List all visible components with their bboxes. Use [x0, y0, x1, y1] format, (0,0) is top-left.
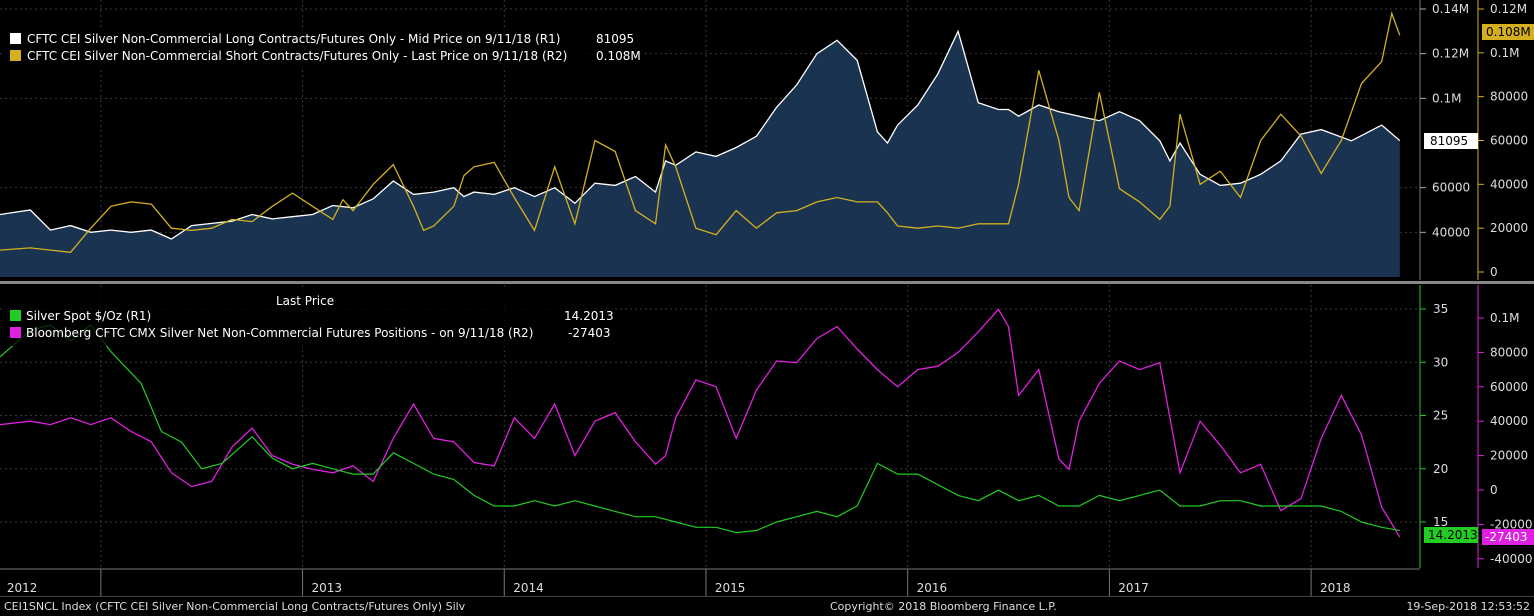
top-axis-r1: 0.14M 0.12M 0.1M 60000 40000 — [1420, 2, 1470, 239]
top-r1-label: 0.12M — [1432, 47, 1469, 61]
bottom-r1-label: 25 — [1433, 409, 1448, 423]
legend-value-silver: 14.2013 — [564, 309, 614, 323]
badge-short-text: 0.108M — [1486, 25, 1531, 39]
footer-copyright: Copyright© 2018 Bloomberg Finance L.P. — [830, 600, 1057, 613]
bottom-r2-label: 40000 — [1490, 414, 1528, 428]
bottom-r2-label: 60000 — [1490, 380, 1528, 394]
top-r1-label: 0.14M — [1432, 2, 1469, 16]
top-r1-label: 60000 — [1432, 181, 1470, 195]
legend-swatch-long — [10, 33, 21, 44]
legend-value-short: 0.108M — [596, 49, 641, 63]
x-tick-label-2018: 2018 — [1320, 581, 1351, 595]
footer-bar: CEI1SNCL Index (CFTC CEI Silver Non-Comm… — [0, 596, 1534, 616]
top-r2-label: 0 — [1490, 265, 1498, 279]
legend-swatch-short — [10, 50, 21, 61]
bottom-series-group — [0, 308, 1401, 538]
bottom-r2-label: 0.1M — [1490, 311, 1519, 325]
bottom-axis-r1: 35 30 25 20 15 — [1420, 302, 1448, 529]
badge-short: 0.108M — [1482, 24, 1534, 40]
bottom-r2-label: -40000 — [1490, 552, 1533, 566]
footer-timestamp: 19-Sep-2018 12:53:52 — [1406, 600, 1530, 613]
top-axis-r2: 0.12M 0.1M 80000 60000 40000 20000 0 — [1478, 2, 1528, 279]
bottom-r2-label: 0 — [1490, 483, 1498, 497]
bottom-r2-label: -20000 — [1490, 517, 1533, 531]
bottom-r1-label: 35 — [1433, 302, 1448, 316]
bottom-legend-header: Last Price — [276, 294, 334, 308]
legend-label-short: CFTC CEI Silver Non-Commercial Short Con… — [27, 49, 567, 63]
long-line — [0, 29, 1401, 240]
bottom-legend-bg — [2, 288, 614, 346]
badge-silver: 14.2013 — [1424, 527, 1478, 543]
badge-long-text: 81095 — [1430, 134, 1468, 148]
badge-net-text: -27403 — [1485, 530, 1528, 544]
bottom-axis-r2: 0.1M 80000 60000 40000 20000 0 -20000 -40000 — [1478, 311, 1533, 566]
top-panel: 0.14M 0.12M 0.1M 60000 40000 0.12M 0.1M 80000 6… — [0, 0, 1534, 280]
bottom-legend: Last Price Silver Spot $/Oz (R1) 14.2013… — [2, 288, 614, 346]
x-axis-ticks: 2012 2013 2014 2015 2016 2017 2018 — [7, 569, 1351, 596]
x-tick-label-2016: 2016 — [917, 581, 948, 595]
bottom-r1-label: 20 — [1433, 462, 1448, 476]
x-tick-label-2017: 2017 — [1118, 581, 1149, 595]
legend-value-net: -27403 — [568, 326, 611, 340]
top-r2-label: 0.12M — [1490, 2, 1527, 16]
legend-swatch-silver — [10, 310, 21, 321]
top-r1-label: 40000 — [1432, 225, 1470, 239]
legend-value-long: 81095 — [596, 32, 634, 46]
top-r2-label: 40000 — [1490, 177, 1528, 191]
bottom-r2-label: 80000 — [1490, 345, 1528, 359]
x-tick-label-2014: 2014 — [513, 581, 544, 595]
top-r2-label: 60000 — [1490, 134, 1528, 148]
legend-label-net: Bloomberg CFTC CMX Silver Net Non-Commer… — [26, 326, 533, 340]
top-r2-label: 0.1M — [1490, 46, 1519, 60]
short-line — [0, 11, 1401, 253]
panel-separator[interactable] — [0, 281, 1534, 284]
chart-canvas: 0.14M 0.12M 0.1M 60000 40000 0.12M 0.1M 80000 6… — [0, 0, 1534, 596]
footer-left-text: CEI1SNCL Index (CFTC CEI Silver Non-Comm… — [4, 600, 466, 613]
bottom-r1-label: 30 — [1433, 355, 1448, 369]
top-legend-bg — [2, 27, 642, 67]
x-tick-label-2013: 2013 — [311, 581, 342, 595]
silver-spot-line — [0, 324, 1400, 534]
long-area — [0, 31, 1400, 277]
net-positions-line — [0, 308, 1401, 538]
top-r2-label: 20000 — [1490, 221, 1528, 235]
x-tick-label-2015: 2015 — [715, 581, 746, 595]
x-tick-label-2012: 2012 — [7, 581, 38, 595]
top-r2-label: 80000 — [1490, 90, 1528, 104]
legend-label-silver: Silver Spot $/Oz (R1) — [26, 309, 151, 323]
legend-swatch-net — [10, 327, 21, 338]
badge-silver-text: 14.2013 — [1428, 528, 1478, 542]
badge-net: -27403 — [1482, 529, 1534, 545]
bottom-r1-label: 15 — [1433, 515, 1448, 529]
legend-label-long: CFTC CEI Silver Non-Commercial Long Cont… — [27, 32, 560, 46]
x-axis-band — [0, 569, 1420, 596]
badge-long: 81095 — [1424, 133, 1478, 149]
x-axis: 2012 2013 2014 2015 2016 2017 2018 — [0, 568, 1420, 596]
bottom-panel: 35 30 25 20 15 0.1M 80000 60000 40000 20000 0 -200… — [0, 285, 1534, 568]
bottom-r2-label: 20000 — [1490, 449, 1528, 463]
top-r1-label: 0.1M — [1432, 91, 1461, 105]
top-legend: CFTC CEI Silver Non-Commercial Long Cont… — [2, 27, 642, 67]
top-series-group — [0, 11, 1401, 277]
